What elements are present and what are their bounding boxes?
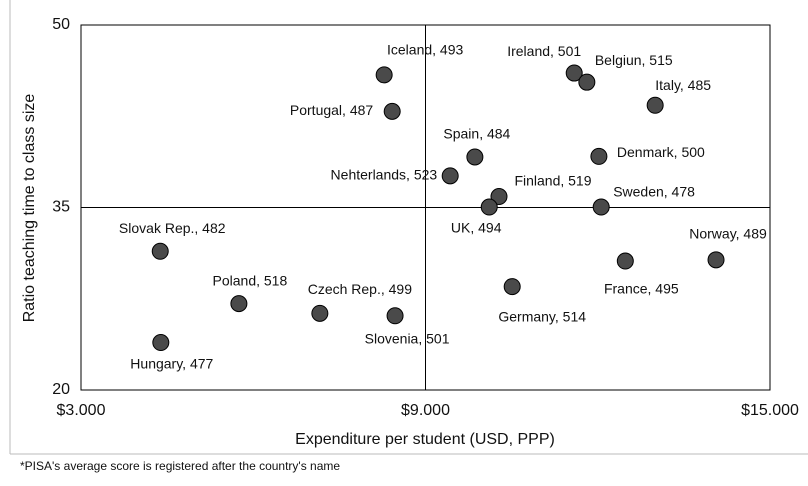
x-tick-label: $9.000 [401,402,450,419]
point-label: France, 495 [604,281,679,297]
point-label: Germany, 514 [498,308,586,324]
point [466,148,484,166]
point [230,295,248,313]
point-label: Slovenia, 501 [365,330,450,346]
point [490,188,508,206]
point [592,198,610,216]
point [375,66,393,84]
point-label: Czech Rep., 499 [308,281,412,297]
point-label: Norway, 489 [689,226,767,242]
point [151,242,169,260]
point [386,307,404,325]
point [646,96,664,114]
point-label: Denmark, 500 [617,144,705,160]
x-tick-label: $3.000 [57,402,106,419]
point [152,334,170,352]
y-tick-label: 35 [52,199,70,216]
y-axis-label: Ratio teaching time to class size [21,94,38,323]
point-label: Hungary, 477 [130,355,213,371]
point-label: Belgiun, 515 [595,52,673,68]
point [503,278,521,296]
point-label: Nehterlands, 523 [331,167,438,183]
y-tick-label: 50 [52,16,70,33]
x-tick-label: $15.000 [741,402,799,419]
point [565,64,583,82]
point [441,167,459,185]
point-label: Iceland, 493 [387,42,463,58]
point-label: Portugal, 487 [290,102,373,118]
x-axis-label: Expenditure per student (USD, PPP) [295,431,555,448]
point-label: Italy, 485 [655,77,711,93]
point [578,73,596,91]
point-label: Spain, 484 [443,126,510,142]
point [590,147,608,165]
point-label: Ireland, 501 [507,43,581,59]
point [616,252,634,270]
y-tick-label: 20 [52,381,70,398]
point [311,304,329,322]
point [383,102,401,120]
point-label: Sweden, 478 [613,184,695,200]
point-label: UK, 494 [451,220,502,236]
point-label: Slovak Rep., 482 [119,220,226,236]
point-label: Finland, 519 [514,172,591,188]
point [707,251,725,269]
point-label: Poland, 518 [213,272,288,288]
footnote: *PISA's average score is registered afte… [20,459,340,473]
point [480,198,498,216]
